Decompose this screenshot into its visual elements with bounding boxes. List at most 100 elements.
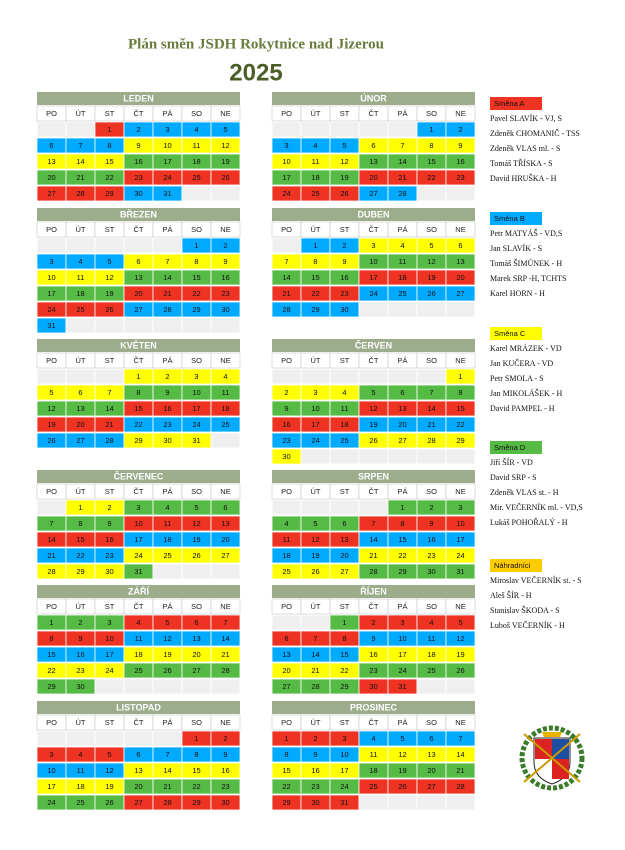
day-number: 12 xyxy=(398,750,406,759)
day-cell xyxy=(445,778,476,795)
day-number: 8 xyxy=(194,750,198,759)
weekday: ST xyxy=(340,225,350,234)
day-number: 1 xyxy=(400,503,404,512)
day-number: 19 xyxy=(427,273,435,282)
day-number: 8 xyxy=(136,388,140,397)
day-number: 10 xyxy=(456,519,464,528)
day-number: 24 xyxy=(340,782,348,791)
day-number: 6 xyxy=(136,257,140,266)
empty-cell xyxy=(387,448,418,465)
day-number: 16 xyxy=(456,157,464,166)
day-number: 13 xyxy=(221,519,229,528)
day-number: 5 xyxy=(313,519,317,528)
day-number: 2 xyxy=(342,241,346,250)
day-cell xyxy=(210,515,241,532)
day-number: 29 xyxy=(398,567,406,576)
weekday: ST xyxy=(105,718,115,727)
weekday: PÁ xyxy=(162,718,172,727)
day-number: 28 xyxy=(105,436,113,445)
day-number: 21 xyxy=(76,173,84,182)
day-number: 23 xyxy=(311,782,319,791)
empty-cell xyxy=(94,730,125,747)
weekday: ČT xyxy=(369,109,379,118)
day-number: 23 xyxy=(282,436,290,445)
weekday: ČT xyxy=(134,602,144,611)
weekday: ČT xyxy=(369,602,379,611)
day-number: 28 xyxy=(398,189,406,198)
month-name: ÚNOR xyxy=(360,92,387,103)
weekday: PÁ xyxy=(397,602,407,611)
weekday: NE xyxy=(455,356,465,365)
day-number: 27 xyxy=(282,682,290,691)
day-number: 12 xyxy=(456,634,464,643)
day-number: 5 xyxy=(165,618,169,627)
day-number: 26 xyxy=(163,666,171,675)
day-cell xyxy=(445,237,476,254)
year: 2025 xyxy=(229,59,282,86)
day-number: 11 xyxy=(164,519,172,528)
day-number: 18 xyxy=(192,157,200,166)
weekday: ST xyxy=(340,602,350,611)
weekday: PÁ xyxy=(397,718,407,727)
member: Tomáš ŠIMŮNEK - H xyxy=(490,258,562,268)
group-name: Směna B xyxy=(494,214,525,223)
weekday: NE xyxy=(220,225,230,234)
day-number: 13 xyxy=(398,404,406,413)
month-name: PROSINEC xyxy=(350,702,398,712)
weekday: NE xyxy=(455,718,465,727)
empty-cell xyxy=(445,448,476,465)
day-number: 3 xyxy=(342,734,346,743)
day-number: 24 xyxy=(105,666,113,675)
day-number: 28 xyxy=(163,305,171,314)
day-cell xyxy=(445,547,476,564)
day-number: 8 xyxy=(342,634,346,643)
day-number: 2 xyxy=(165,372,169,381)
member: Jan SLAVÍK - S xyxy=(490,243,542,253)
day-number: 30 xyxy=(134,189,142,198)
day-number: 4 xyxy=(342,388,346,397)
day-number: 19 xyxy=(163,650,171,659)
day-number: 27 xyxy=(369,189,377,198)
day-number: 20 xyxy=(134,289,142,298)
day-cell xyxy=(445,384,476,401)
day-number: 8 xyxy=(49,634,53,643)
day-cell xyxy=(210,384,241,401)
weekday: NE xyxy=(455,225,465,234)
day-cell xyxy=(210,730,241,747)
day-number: 6 xyxy=(284,634,288,643)
day-number: 26 xyxy=(427,289,435,298)
day-number: 21 xyxy=(398,173,406,182)
weekday: PÁ xyxy=(162,109,172,118)
day-number: 15 xyxy=(311,273,319,282)
group-name: Směna D xyxy=(494,443,526,452)
empty-cell xyxy=(123,237,154,254)
day-number: 17 xyxy=(369,273,377,282)
day-number: 6 xyxy=(194,618,198,627)
month-header xyxy=(37,208,240,221)
day-number: 17 xyxy=(192,404,200,413)
day-number: 1 xyxy=(458,372,462,381)
weekday: ČT xyxy=(134,356,144,365)
weekday: ST xyxy=(105,225,115,234)
day-number: 16 xyxy=(105,535,113,544)
day-number: 22 xyxy=(282,782,290,791)
empty-cell xyxy=(445,794,476,811)
day-number: 18 xyxy=(221,404,229,413)
day-number: 6 xyxy=(371,141,375,150)
day-number: 14 xyxy=(163,766,171,775)
day-number: 3 xyxy=(49,750,53,759)
empty-cell xyxy=(94,317,125,334)
month-header xyxy=(272,585,475,598)
day-number: 4 xyxy=(194,125,198,134)
day-number: 8 xyxy=(107,141,111,150)
weekday-cell xyxy=(445,714,476,731)
month-header xyxy=(37,339,240,352)
day-number: 26 xyxy=(105,305,113,314)
month-header xyxy=(272,701,475,714)
day-number: 1 xyxy=(78,503,82,512)
day-number: 13 xyxy=(340,535,348,544)
day-number: 1 xyxy=(342,618,346,627)
day-number: 12 xyxy=(221,141,229,150)
weekday: PO xyxy=(46,487,57,496)
empty-cell xyxy=(65,317,96,334)
